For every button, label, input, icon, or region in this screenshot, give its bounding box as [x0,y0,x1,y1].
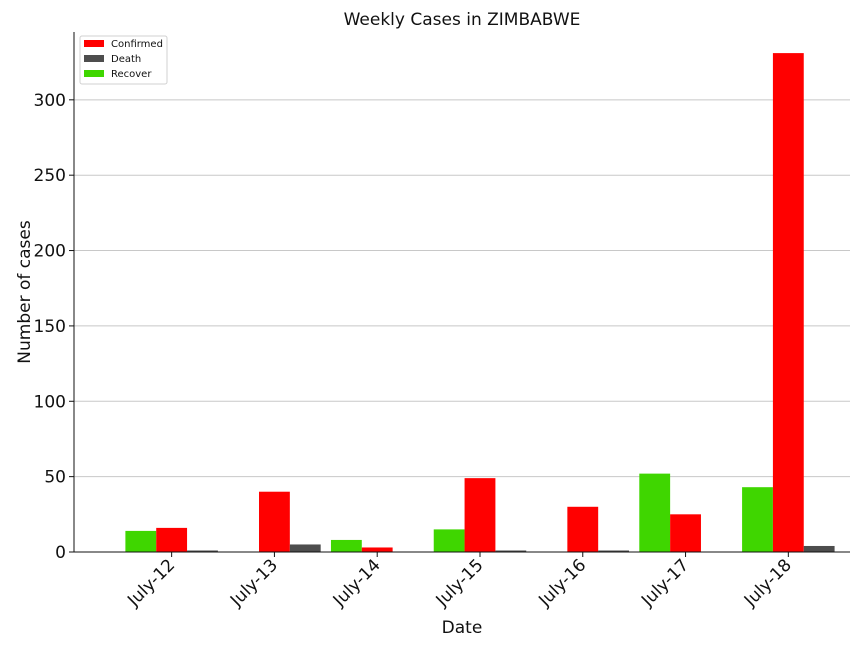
x-tick-label: July-15 [432,555,488,611]
y-tick-label: 300 [34,91,66,111]
bar-recover-july-14 [330,539,362,552]
y-tick-label: 250 [34,166,66,186]
bar-death-july-13 [289,544,321,552]
x-tick-label: July-14 [329,555,385,611]
bar-death-july-15 [495,550,527,552]
bar-death-july-18 [803,545,835,552]
y-ticks: 0 50 100 150 200 250 300 [34,91,74,563]
bar-recover-july-18 [742,487,773,552]
y-tick-label: 0 [55,543,66,563]
legend: Confirmed Death Recover [79,35,168,85]
chart-title: Weekly Cases in ZIMBABWE [344,10,581,30]
bar-confirmed-july-14 [361,547,393,552]
bar-death-july-12 [187,550,218,552]
legend-label: Death [111,54,141,65]
y-axis-label: Number of cases [15,220,35,364]
bar-death-july-16 [598,550,630,552]
bar-confirmed-july-15 [464,478,496,552]
x-tick-label: July-13 [226,555,282,611]
y-tick-label: 150 [34,317,66,337]
bars [125,53,835,553]
legend-swatch [84,55,104,62]
x-tick-label: July-12 [123,555,179,611]
x-tick-label: July-16 [534,555,590,611]
gridlines [74,99,850,478]
x-axis-label: Date [442,618,483,638]
legend-swatch [84,70,104,77]
y-tick-label: 100 [34,392,66,412]
bar-recover-july-17 [639,473,671,552]
y-tick-label: 200 [34,242,66,262]
bar-confirmed-july-16 [567,506,599,552]
bar-confirmed-july-18 [772,53,804,553]
bar-confirmed-july-17 [670,514,701,552]
x-tick-label: July-18 [740,555,796,611]
legend-label: Recover [111,69,152,80]
legend-label: Confirmed [111,39,163,50]
x-tick-label: July-17 [637,555,693,611]
x-ticks: July-12 July-13 July-14 July-15 July-16 July-… [123,552,796,611]
bar-recover-july-12 [125,530,157,552]
y-tick-label: 50 [44,468,66,488]
legend-swatch [84,40,104,47]
bar-recover-july-15 [433,529,465,552]
bar-confirmed-july-12 [156,527,188,552]
bar-confirmed-july-13 [259,491,290,552]
